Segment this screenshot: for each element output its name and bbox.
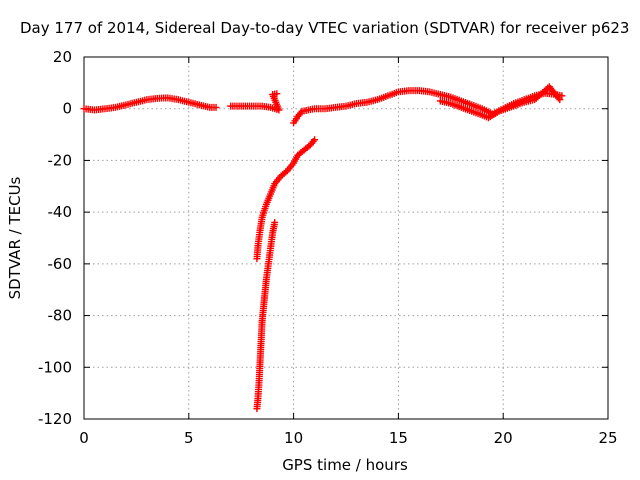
marker-run bbox=[291, 115, 300, 125]
tick-labels: 0 5 10 15 20 25 -120 -100 -80 -60 -40 -20 0 20 bbox=[38, 48, 618, 447]
marker-run bbox=[260, 102, 272, 111]
x-tick-label: 15 bbox=[389, 429, 408, 447]
marker-run bbox=[486, 108, 501, 121]
marker-run bbox=[260, 277, 270, 302]
marker-run bbox=[263, 262, 272, 281]
y-tick-label: -80 bbox=[48, 307, 73, 325]
marker-run bbox=[295, 109, 305, 119]
y-tick-label: -60 bbox=[48, 255, 73, 273]
marker-run bbox=[237, 102, 247, 110]
marker-run bbox=[302, 142, 313, 153]
y-tick-label: -100 bbox=[38, 358, 72, 376]
marker-run bbox=[480, 112, 490, 121]
chart-title: Day 177 of 2014, Sidereal Day-to-day VTE… bbox=[20, 19, 629, 37]
series-midday-scatter bbox=[227, 90, 283, 114]
marker-run bbox=[295, 147, 307, 158]
marker-run bbox=[306, 105, 316, 114]
marker-run bbox=[547, 84, 562, 102]
marker-run bbox=[291, 153, 301, 165]
marker-run bbox=[300, 106, 310, 115]
marker-run bbox=[285, 161, 296, 173]
y-tick-label: 20 bbox=[53, 48, 72, 66]
y-tick-label: -20 bbox=[48, 151, 73, 169]
x-tick-label: 25 bbox=[598, 429, 617, 447]
marker-run bbox=[272, 174, 283, 186]
marker-run bbox=[308, 137, 317, 147]
y-tick-label: -40 bbox=[48, 203, 73, 221]
series-lower-loop bbox=[436, 83, 564, 122]
marker-run bbox=[470, 102, 484, 112]
series-main-track bbox=[80, 94, 220, 114]
marker-run bbox=[470, 108, 484, 118]
x-tick-label: 5 bbox=[184, 429, 194, 447]
marker-run bbox=[449, 94, 463, 104]
marker-run bbox=[459, 98, 474, 108]
marker-run bbox=[254, 228, 264, 248]
grid-layer bbox=[84, 57, 608, 419]
y-axis-title: SDTVAR / TECUs bbox=[6, 176, 24, 299]
data-point bbox=[212, 103, 220, 111]
marker-run bbox=[263, 192, 274, 206]
data-markers bbox=[80, 83, 566, 413]
marker-run bbox=[208, 103, 218, 111]
marker-run bbox=[459, 104, 474, 115]
series-post-gap bbox=[290, 87, 566, 127]
marker-run bbox=[258, 298, 268, 323]
data-point bbox=[273, 90, 281, 98]
marker-run bbox=[279, 168, 290, 179]
marker-run bbox=[497, 103, 516, 115]
marker-run bbox=[229, 102, 241, 110]
marker-run bbox=[480, 106, 495, 117]
data-point bbox=[253, 255, 261, 263]
series-right-descending-arc bbox=[253, 218, 279, 413]
marker-run bbox=[265, 247, 274, 266]
x-tick-label: 20 bbox=[494, 429, 513, 447]
marker-run bbox=[267, 182, 278, 196]
data-point bbox=[253, 405, 261, 413]
marker-run bbox=[256, 215, 266, 232]
y-tick-label: 0 bbox=[62, 100, 72, 118]
marker-run bbox=[267, 231, 276, 250]
marker-run bbox=[376, 93, 390, 103]
series-left-descending-arc bbox=[253, 136, 319, 263]
plot-frame bbox=[83, 56, 609, 420]
marker-run bbox=[386, 89, 400, 99]
tick-layer bbox=[83, 56, 609, 420]
marker-run bbox=[269, 92, 282, 112]
x-tick-label: 10 bbox=[284, 429, 303, 447]
data-point bbox=[556, 96, 564, 104]
marker-run bbox=[512, 99, 526, 109]
x-tick-label: 0 bbox=[79, 429, 89, 447]
marker-run bbox=[449, 100, 463, 111]
x-axis-title: GPS time / hours bbox=[282, 456, 408, 474]
y-tick-label: -120 bbox=[38, 410, 72, 428]
